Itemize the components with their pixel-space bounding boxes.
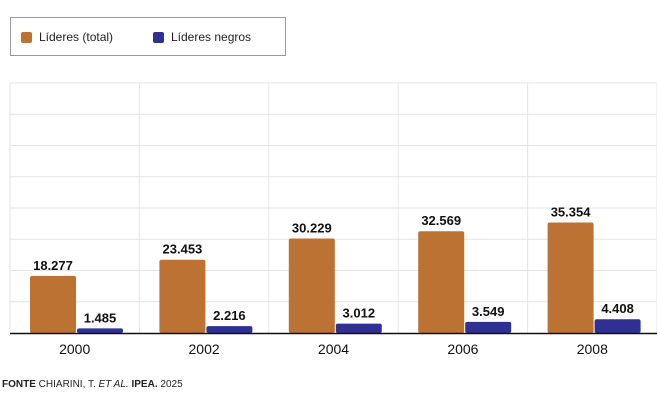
source-publisher: IPEA. <box>131 379 158 390</box>
data-label-negros: 4.408 <box>601 301 634 316</box>
bar-negros <box>594 319 641 333</box>
source-note: FONTE CHIARINI, T. ET AL. IPEA. 2025 <box>2 379 183 390</box>
bar-total <box>159 259 206 333</box>
data-label-total: 32.569 <box>421 213 461 228</box>
data-label-negros: 3.549 <box>472 304 505 319</box>
source-year: 2025 <box>160 379 183 390</box>
x-tick-label: 2006 <box>447 341 478 357</box>
bar-total <box>547 222 594 333</box>
data-label-negros: 2.216 <box>213 308 246 323</box>
source-author: CHIARINI, T. <box>38 379 96 390</box>
bar-negros <box>77 328 123 333</box>
x-tick-label: 2002 <box>189 341 220 357</box>
legend-label-negros: Líderes negros <box>171 30 252 44</box>
legend-swatch-total <box>21 31 32 43</box>
chart-legend: Líderes (total) Líderes negros <box>10 17 286 56</box>
data-label-total: 35.354 <box>551 205 592 220</box>
bar-negros <box>465 321 512 333</box>
x-tick-label: 2000 <box>59 341 90 357</box>
legend-label-total: Líderes (total) <box>39 30 114 44</box>
bar-total <box>418 231 465 333</box>
x-tick-label: 2008 <box>577 341 608 357</box>
data-label-negros: 1.485 <box>84 310 117 325</box>
data-label-total: 18.277 <box>33 258 73 273</box>
bar-negros <box>335 323 382 333</box>
bar-total <box>30 275 76 333</box>
x-tick-label: 2004 <box>318 341 349 357</box>
data-label-total: 23.453 <box>163 242 203 257</box>
bar-negros <box>206 326 253 333</box>
source-keyword: FONTE <box>2 379 36 390</box>
source-etal: ET AL. <box>98 379 129 390</box>
legend-item-total: Líderes (total) <box>21 30 113 44</box>
data-label-total: 30.229 <box>292 221 332 236</box>
legend-swatch-negros <box>153 31 164 43</box>
data-label-negros: 3.012 <box>343 306 376 321</box>
legend-item-negros: Líderes negros <box>153 30 251 44</box>
bar-total <box>288 238 335 333</box>
